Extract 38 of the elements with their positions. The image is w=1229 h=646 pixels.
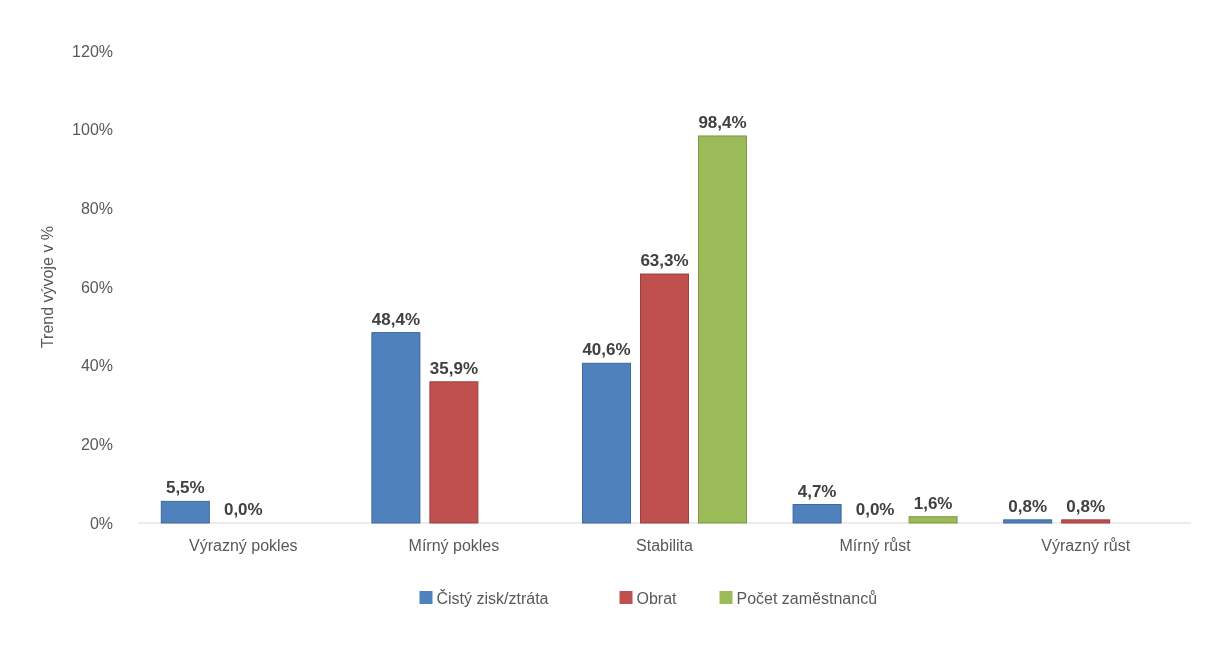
y-tick-label: 40%: [80, 357, 113, 375]
x-tick-label: Výrazný růst: [1041, 537, 1131, 554]
legend-label: Obrat: [636, 589, 678, 607]
x-tick-label: Mírný růst: [839, 537, 912, 554]
data-label: 40,6%: [582, 340, 631, 360]
legend-label: Počet zaměstnanců: [736, 589, 878, 607]
data-label: 98,4%: [698, 112, 747, 132]
bar: [908, 516, 958, 524]
y-tick-label: 80%: [80, 199, 113, 217]
data-label: 48,4%: [371, 309, 420, 329]
bar: [698, 135, 747, 524]
bar: [1003, 519, 1053, 524]
y-tick-label: 60%: [80, 278, 113, 296]
bar: [1061, 519, 1111, 524]
data-label: 0,8%: [1008, 496, 1048, 516]
data-label: 4,7%: [797, 481, 837, 501]
data-label: 63,3%: [640, 251, 689, 271]
bar: [429, 381, 479, 524]
y-tick-label: 120%: [72, 42, 113, 60]
data-label: 1,6%: [913, 493, 953, 513]
data-label: 5,5%: [165, 478, 205, 498]
x-tick-label: Výrazný pokles: [189, 537, 298, 554]
bar: [371, 332, 421, 524]
y-axis-title: Trend vývoje v %: [39, 225, 56, 349]
data-label: 35,9%: [429, 358, 478, 378]
x-tick-label: Stabilita: [636, 537, 694, 554]
legend-label: Čistý zisk/ztráta: [436, 588, 549, 607]
x-tick-label: Mírný pokles: [408, 537, 500, 554]
data-label: 0,8%: [1066, 496, 1106, 516]
y-tick-label: 20%: [80, 435, 113, 453]
bar: [160, 500, 210, 524]
data-label: 0,0%: [855, 500, 895, 519]
y-tick-label: 0%: [89, 514, 113, 532]
bar: [582, 362, 631, 524]
y-tick-label: 100%: [72, 121, 113, 139]
bar: [640, 273, 689, 524]
bar: [792, 504, 842, 524]
data-label: 0,0%: [223, 500, 263, 519]
